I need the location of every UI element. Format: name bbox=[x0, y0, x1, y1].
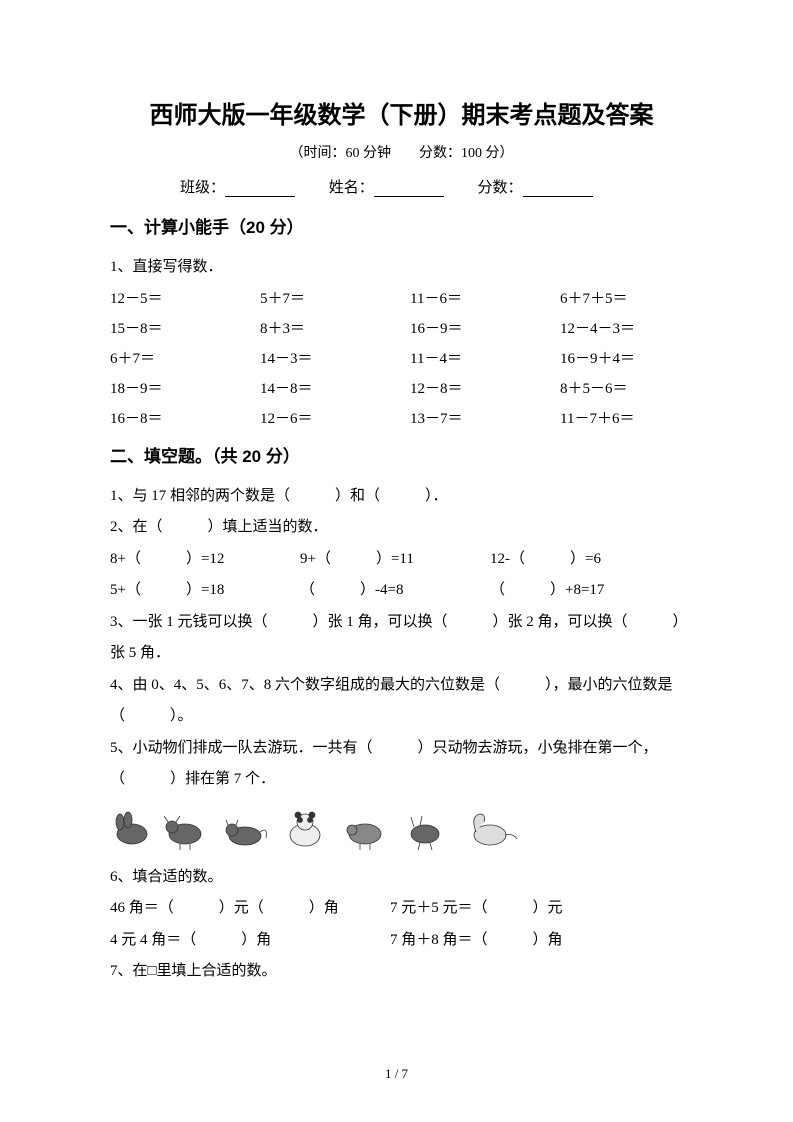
fill-cell: （ ）+8=17 bbox=[490, 575, 693, 607]
calc-cell: 13－7＝ bbox=[410, 404, 560, 434]
section-2-head: 二、填空题。（共 20 分） bbox=[110, 442, 693, 467]
fill-cell: 5+（ ）=18 bbox=[110, 575, 300, 607]
calc-cell: 14－3＝ bbox=[260, 344, 410, 374]
calc-cell: 16－8＝ bbox=[110, 404, 260, 434]
calc-cell: 15－8＝ bbox=[110, 314, 260, 344]
calc-cell: 8＋3＝ bbox=[260, 314, 410, 344]
class-label: 班级： bbox=[180, 180, 225, 196]
calc-grid: 12－5＝ 5＋7＝ 11－6＝ 6＋7＋5＝ 15－8＝ 8＋3＝ 16－9＝… bbox=[110, 284, 693, 434]
section-1-head: 一、计算小能手（20 分） bbox=[110, 213, 693, 238]
q1-label: 1、直接写得数． bbox=[110, 252, 693, 284]
s2-q6-grid: 46 角＝（ ）元（ ）角 7 元＋5 元＝（ ）元 4 元 4 角＝（ ）角 … bbox=[110, 893, 693, 956]
calc-cell: 14－8＝ bbox=[260, 374, 410, 404]
s2-q1: 1、与 17 相邻的两个数是（ ）和（ ）． bbox=[110, 481, 693, 513]
q6-cell: 7 元＋5 元＝（ ）元 bbox=[390, 893, 693, 925]
fill-cell: （ ）-4=8 bbox=[300, 575, 490, 607]
animals-image bbox=[110, 802, 693, 852]
calc-cell: 12－8＝ bbox=[410, 374, 560, 404]
s2-q3: 3、一张 1 元钱可以换（ ）张 1 角，可以换（ ）张 2 角，可以换（ ）张… bbox=[110, 607, 693, 670]
fill-cell: 8+（ ）=12 bbox=[110, 544, 300, 576]
score-label: 分数： bbox=[478, 180, 523, 196]
fill-cell: 9+（ ）=11 bbox=[300, 544, 490, 576]
calc-cell: 12－4－3＝ bbox=[560, 314, 693, 344]
s2-q7: 7、在□里填上合适的数。 bbox=[110, 956, 693, 988]
s2-q6-label: 6、填合适的数。 bbox=[110, 862, 693, 894]
page-footer: 1 / 7 bbox=[0, 1066, 793, 1082]
calc-cell: 16－9＋4＝ bbox=[560, 344, 693, 374]
calc-cell: 11－4＝ bbox=[410, 344, 560, 374]
subtitle: （时间：60 分钟 分数：100 分） bbox=[110, 142, 693, 162]
calc-cell: 11－6＝ bbox=[410, 284, 560, 314]
s2-q2-grid: 8+（ ）=12 9+（ ）=11 12-（ ）=6 5+（ ）=18 （ ）-… bbox=[110, 544, 693, 607]
calc-cell: 6＋7＋5＝ bbox=[560, 284, 693, 314]
fill-cell: 12-（ ）=6 bbox=[490, 544, 693, 576]
q6-cell: 46 角＝（ ）元（ ）角 bbox=[110, 893, 390, 925]
calc-cell: 5＋7＝ bbox=[260, 284, 410, 314]
calc-cell: 12－6＝ bbox=[260, 404, 410, 434]
q6-cell: 7 角＋8 角＝（ ）角 bbox=[390, 925, 693, 957]
calc-cell: 8＋5－6＝ bbox=[560, 374, 693, 404]
class-blank[interactable] bbox=[225, 181, 295, 197]
calc-cell: 16－9＝ bbox=[410, 314, 560, 344]
name-blank[interactable] bbox=[374, 181, 444, 197]
calc-cell: 6＋7＝ bbox=[110, 344, 260, 374]
calc-cell: 18－9＝ bbox=[110, 374, 260, 404]
q6-cell: 4 元 4 角＝（ ）角 bbox=[110, 925, 390, 957]
student-info: 班级： 姓名： 分数： bbox=[110, 176, 693, 197]
calc-cell: 11－7＋6＝ bbox=[560, 404, 693, 434]
calc-cell: 12－5＝ bbox=[110, 284, 260, 314]
score-blank[interactable] bbox=[523, 181, 593, 197]
page-title: 西师大版一年级数学（下册）期末考点题及答案 bbox=[110, 95, 693, 130]
s2-q4: 4、由 0、4、5、6、7、8 六个数字组成的最大的六位数是（ ），最小的六位数… bbox=[110, 670, 693, 733]
s2-q2: 2、在（ ）填上适当的数． bbox=[110, 512, 693, 544]
s2-q5: 5、小动物们排成一队去游玩．一共有（ ）只动物去游玩，小兔排在第一个，（ ）排在… bbox=[110, 733, 693, 796]
name-label: 姓名： bbox=[329, 180, 374, 196]
